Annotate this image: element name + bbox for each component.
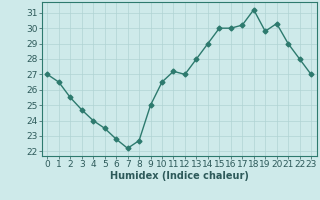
X-axis label: Humidex (Indice chaleur): Humidex (Indice chaleur) bbox=[110, 171, 249, 181]
